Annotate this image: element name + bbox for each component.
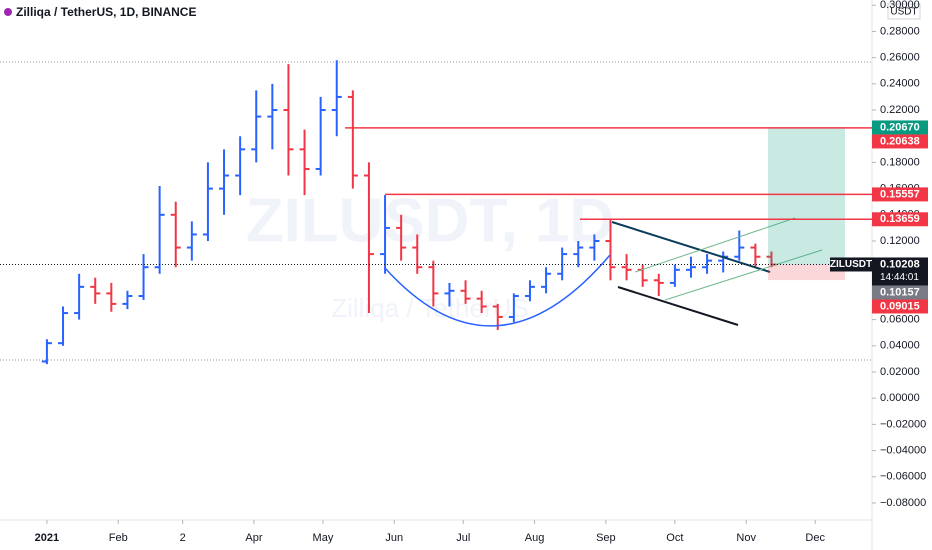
x-tick-label: 2: [180, 532, 186, 544]
price-label-box: [872, 299, 928, 314]
price-label-box: [872, 212, 928, 227]
x-tick-label: Sep: [596, 532, 616, 544]
currency[interactable]: USDT: [890, 7, 917, 18]
countdown: 14:44:01: [880, 272, 919, 283]
y-tick-label: 0.02000: [880, 366, 920, 378]
y-tick-label: −0.04000: [880, 444, 926, 456]
channel-line: [617, 286, 739, 326]
channel-line: [634, 217, 796, 273]
logo: [4, 8, 12, 16]
symbol-tag-label: ZILUSDT: [830, 259, 872, 270]
channel-line: [664, 249, 823, 301]
target-zone: [768, 127, 845, 265]
price-label-box: [872, 285, 928, 300]
y-tick-label: 0.18000: [880, 156, 920, 168]
y-tick-label: 0.24000: [880, 78, 920, 90]
x-tick-label: Feb: [109, 532, 128, 544]
cup-arc: [384, 254, 611, 327]
price-label-box: [872, 120, 928, 135]
price-label: 0.10157: [880, 286, 920, 298]
y-tick-label: −0.08000: [880, 497, 926, 509]
x-tick-label: Nov: [736, 532, 756, 544]
price-label: 0.09015: [880, 300, 920, 312]
symbol-tag: [830, 257, 872, 272]
stop-zone: [768, 264, 845, 281]
y-tick-label: 0.30000: [880, 0, 920, 11]
channel-line: [611, 221, 771, 273]
price-label: 0.20670: [880, 121, 920, 133]
x-tick-label: May: [313, 532, 334, 544]
price-label: 0.20638: [880, 135, 920, 147]
price-label: 0.13659: [880, 213, 920, 225]
x-tick-label: Dec: [805, 532, 825, 544]
price-label-box: [872, 134, 928, 149]
x-tick-label: Jun: [385, 532, 403, 544]
y-tick-label: 0.22000: [880, 104, 920, 116]
x-tick-label: Apr: [245, 532, 262, 544]
y-tick-label: −0.06000: [880, 471, 926, 483]
x-tick-label: Oct: [666, 532, 683, 544]
y-tick-label: 0.12000: [880, 235, 920, 247]
y-tick-label: 0.26000: [880, 52, 920, 64]
price-label: 0.15557: [880, 188, 920, 200]
y-tick-label: 0.00000: [880, 392, 920, 404]
watermark: ZILUSDT, 1D: [246, 186, 615, 255]
currency-box[interactable]: [887, 3, 921, 20]
price-label-box: [872, 187, 928, 202]
last-price-box: [872, 257, 928, 286]
x-tick-label: 2021: [35, 532, 59, 544]
y-tick-label: 0.06000: [880, 314, 920, 326]
y-tick-label: −0.02000: [880, 418, 926, 430]
y-tick-label: 0.28000: [880, 25, 920, 37]
x-tick-label: Aug: [525, 532, 545, 544]
y-tick-label: 0.04000: [880, 340, 920, 352]
x-tick-label: Jul: [456, 532, 470, 544]
last-price: 0.10208: [880, 258, 920, 270]
symbol-title: Zilliqa / TetherUS, 1D, BINANCE: [16, 5, 196, 19]
